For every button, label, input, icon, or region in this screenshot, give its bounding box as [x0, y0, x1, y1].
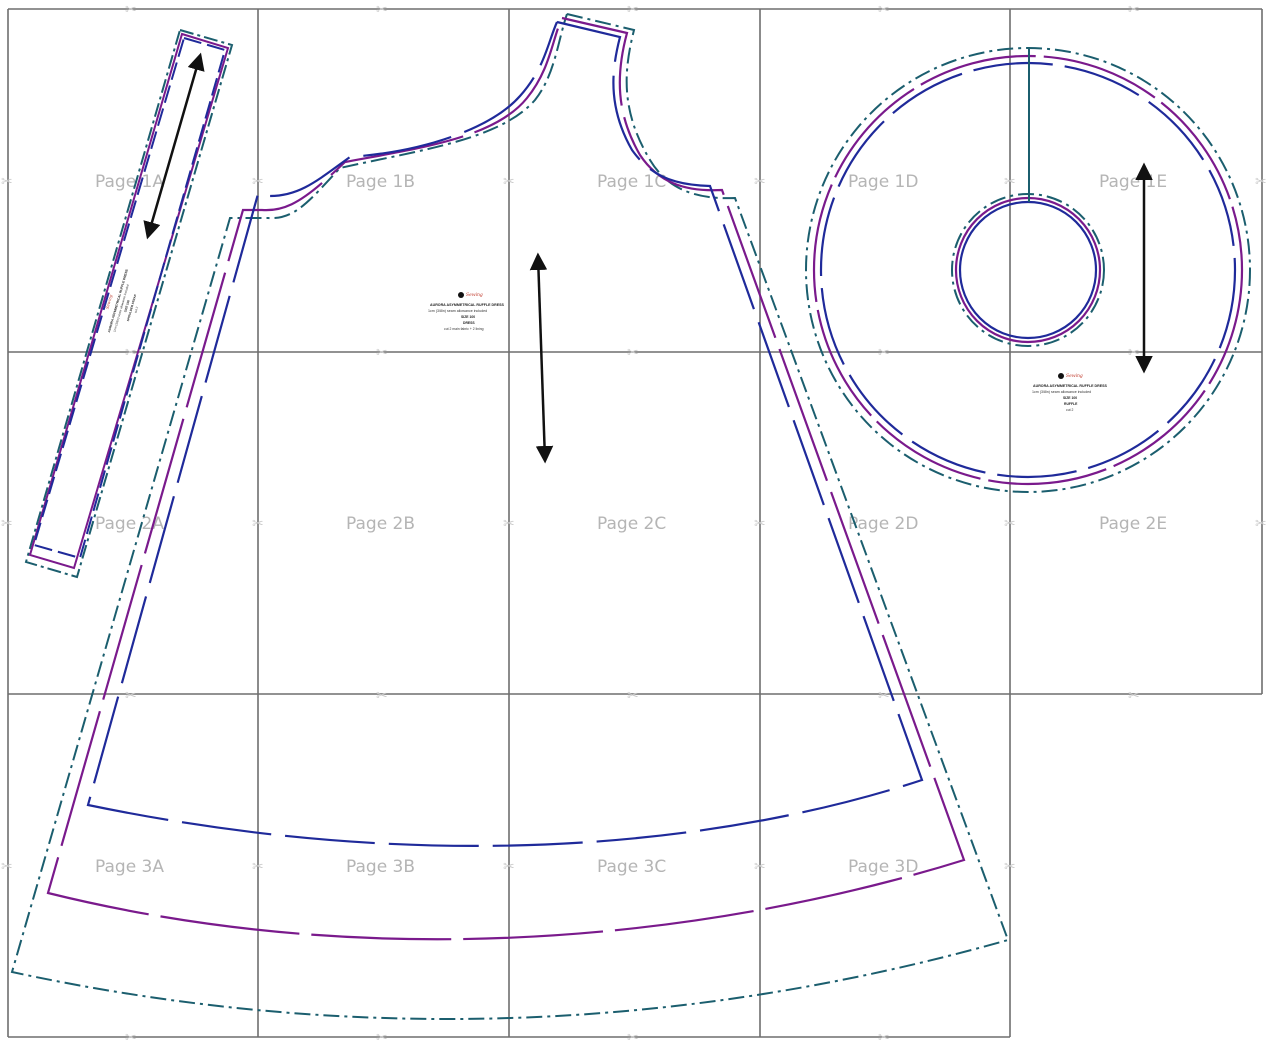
page-label: Page 3C: [597, 857, 666, 877]
scissors-icon: ✂: [627, 688, 639, 704]
page-label: Page 3B: [346, 857, 415, 877]
page-label: Page 2C: [597, 514, 666, 534]
scissors-icon: ✂: [503, 516, 515, 532]
page-label: Page 2A: [95, 514, 164, 534]
svg-text:AURORA ASYMMETRICAL RUFFLE DRE: AURORA ASYMMETRICAL RUFFLE DRESS: [430, 303, 505, 307]
page-label: Page 2B: [346, 514, 415, 534]
page-label: Page 2D: [848, 514, 918, 534]
svg-text:SIZE 100: SIZE 100: [1063, 396, 1077, 400]
shoulder-strap-piece: Sewing AURORA ASYMMETRICAL RUFFLE DRESS …: [24, 28, 234, 579]
scissors-icon: ✂: [503, 174, 515, 190]
scissors-icon: ✂: [503, 859, 515, 875]
strap-outline-medium: [28, 32, 230, 570]
double-arrow-icon: [529, 252, 554, 464]
scissors-icon: ✂: [376, 345, 388, 361]
page-label: Page 1C: [597, 172, 666, 192]
dress-outline-medium: [46, 16, 966, 941]
scissors-icon: ✂: [1004, 516, 1016, 532]
scissors-icon: ✂: [1128, 688, 1140, 704]
scissors-icon: ✂: [125, 1030, 137, 1043]
strap-outline-small: [32, 36, 227, 560]
scissors-icon: ✂: [878, 688, 890, 704]
scissors-icon: ✂: [878, 345, 890, 361]
scissors-icon: ✂: [878, 1030, 890, 1043]
scissors-icon: ✂: [627, 2, 639, 18]
svg-text:1cm (3/8in) seam allowance inc: 1cm (3/8in) seam allowance included: [1032, 390, 1091, 394]
scissors-icon: ✂: [252, 174, 264, 190]
scissors-icon: ✂: [376, 1030, 388, 1043]
ruffle-inner-large: [951, 193, 1105, 347]
page-label: Page 1B: [346, 172, 415, 192]
page-label: Page 1A: [95, 172, 164, 192]
scissors-icon: ✂: [1128, 345, 1140, 361]
logo-icon: Sewing: [1066, 373, 1083, 379]
page-grid: [7, 8, 1263, 1038]
svg-text:SIZE 100: SIZE 100: [461, 315, 475, 319]
dress-outline-small: [86, 20, 924, 847]
svg-text:cut 2: cut 2: [133, 306, 139, 314]
page-label: Page 3A: [95, 857, 164, 877]
dress-outline-large: [10, 13, 1010, 1021]
scissors-icon: ✂: [1128, 2, 1140, 18]
scissors-icon: ✂: [125, 2, 137, 18]
scissors-icon: ✂: [376, 2, 388, 18]
scissors-icon: ✂: [1, 516, 13, 532]
page-label: Page 1D: [848, 172, 918, 192]
scissors-icon: ✂: [627, 1030, 639, 1043]
page-label: Page 2E: [1099, 514, 1167, 534]
page-label: Page 3D: [848, 857, 918, 877]
svg-text:SIZE 100: SIZE 100: [123, 299, 130, 312]
svg-text:cut 2: cut 2: [1066, 408, 1073, 412]
svg-text:DRESS: DRESS: [463, 321, 475, 325]
ruffle-label: Sewing AURORA ASYMMETRICAL RUFFLE DRESS …: [1032, 373, 1108, 412]
brand-logo-icon: [1058, 373, 1064, 379]
scissors-icon: ✂: [252, 516, 264, 532]
scissors-icon: ✂: [627, 345, 639, 361]
brand-logo-icon: [458, 292, 464, 298]
logo-icon: Sewing: [104, 293, 113, 309]
scissors-icon: ✂: [754, 516, 766, 532]
ruffle-inner-small: [958, 200, 1098, 340]
strap-outline-large: [24, 28, 234, 579]
scissors-icon: ✂: [125, 345, 137, 361]
page-label: Page 1E: [1099, 172, 1167, 192]
ruffle-inner-medium: [954, 196, 1102, 344]
svg-text:AURORA ASYMMETRICAL RUFFLE DRE: AURORA ASYMMETRICAL RUFFLE DRESS: [1033, 384, 1108, 388]
scissors-icon: ✂: [252, 859, 264, 875]
dress-piece: Sewing AURORA ASYMMETRICAL RUFFLE DRESS …: [10, 13, 1010, 1021]
scissors-icon: ✂: [1004, 859, 1016, 875]
scissors-icon: ✂: [1255, 516, 1267, 532]
svg-text:SHOULDER STRAP: SHOULDER STRAP: [126, 294, 138, 322]
svg-text:1cm (3/8in) seam allowance inc: 1cm (3/8in) seam allowance included: [428, 309, 487, 313]
scissors-icon: ✂: [1255, 174, 1267, 190]
svg-text:cut 2 main fabric + 2 lining: cut 2 main fabric + 2 lining: [444, 327, 484, 331]
double-arrow-icon: [143, 52, 205, 240]
scissors-icon: ✂: [1004, 174, 1016, 190]
scissors-icon: ✂: [125, 688, 137, 704]
scissors-icon: ✂: [754, 174, 766, 190]
scissors-icon: ✂: [754, 859, 766, 875]
dress-label: Sewing AURORA ASYMMETRICAL RUFFLE DRESS …: [428, 292, 505, 331]
logo-icon: Sewing: [466, 292, 483, 298]
scissors-icon: ✂: [1, 859, 13, 875]
svg-text:RUFFLE: RUFFLE: [1064, 402, 1078, 406]
ruffle-piece: Sewing AURORA ASYMMETRICAL RUFFLE DRESS …: [805, 47, 1251, 493]
scissors-icon: ✂: [1, 174, 13, 190]
scissors-icon: ✂: [878, 2, 890, 18]
strap-label: Sewing AURORA ASYMMETRICAL RUFFLE DRESS …: [104, 269, 139, 333]
scissors-icon: ✂: [376, 688, 388, 704]
